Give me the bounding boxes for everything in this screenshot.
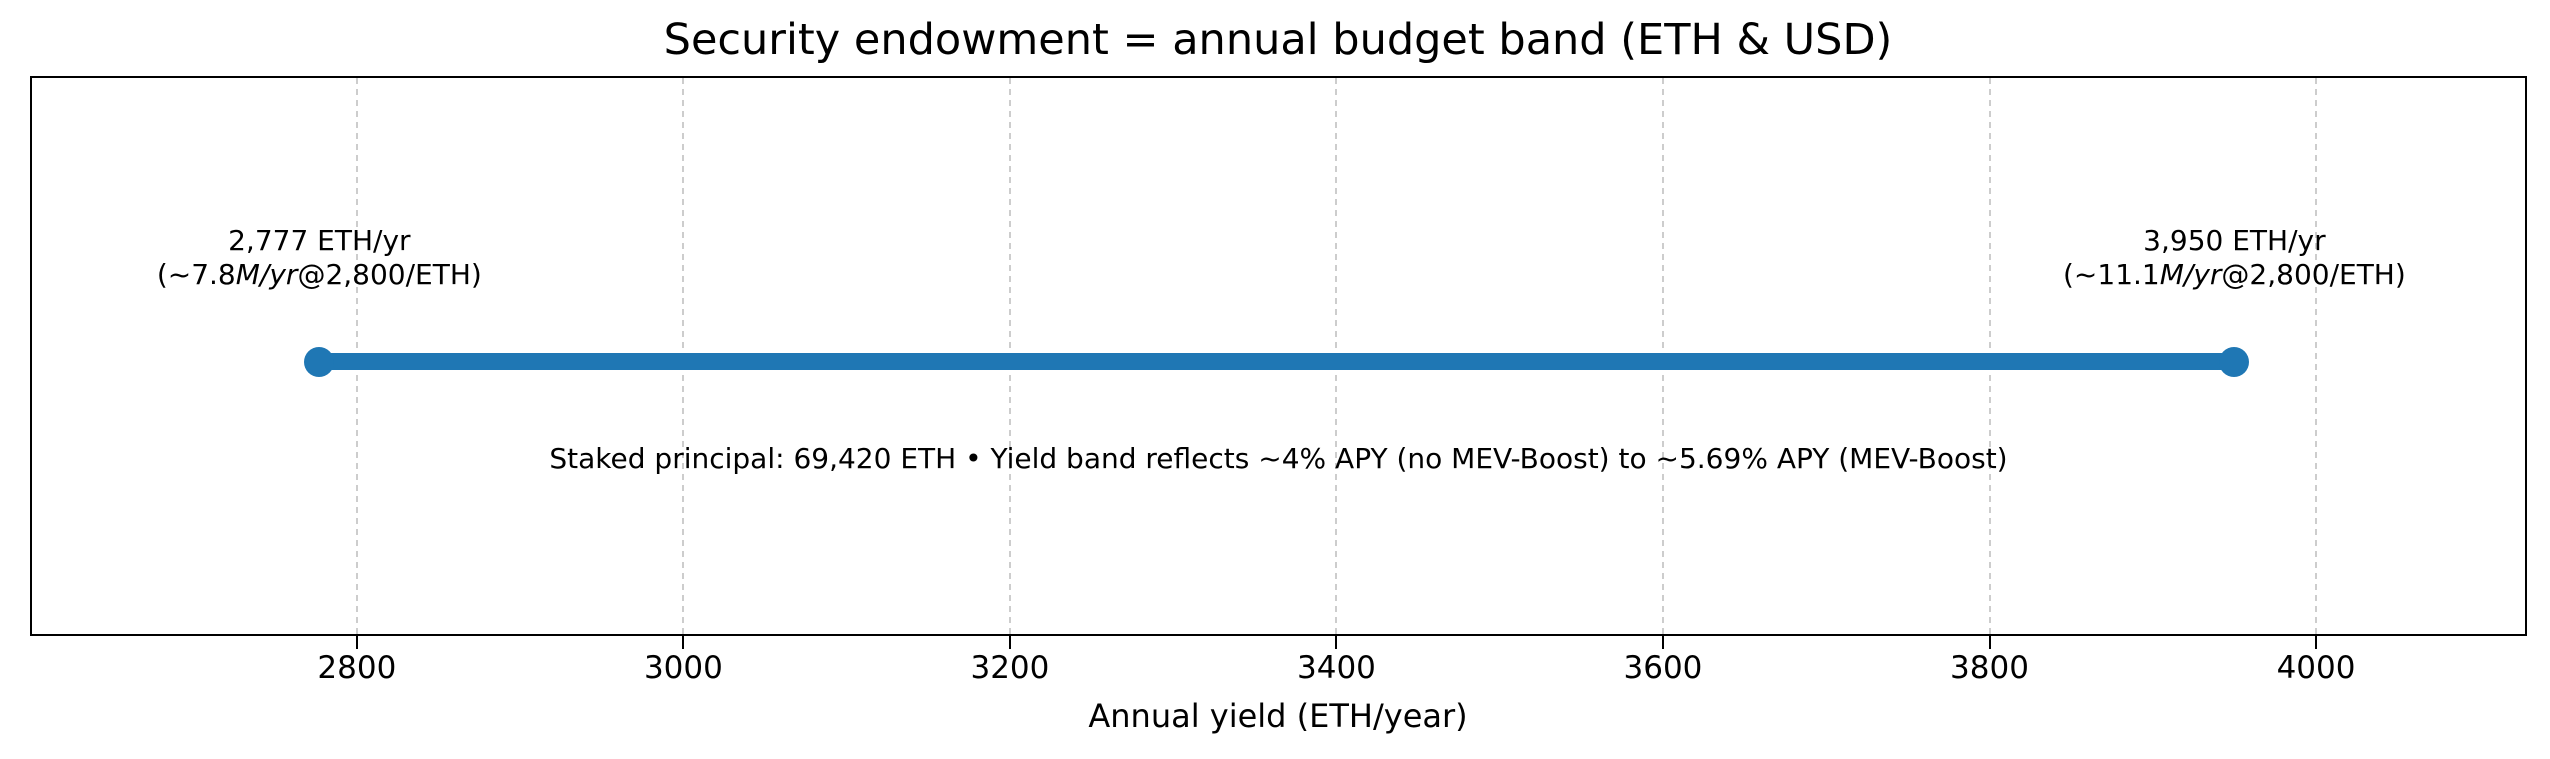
yield-band-line [319,353,2235,370]
annotation-high-usd-value: (~11.1M/yr@2,800/ETH) [2062,258,2406,291]
annotation-low-usd-value: (~7.8M/yr@2,800/ETH) [156,258,482,291]
annotation-low-eth-value: 2,777 ETH/yr [228,224,411,257]
band-end-marker [2219,347,2250,377]
x-tick-label: 3200 [970,650,1050,686]
x-tick-label: 4000 [2276,650,2356,686]
annotation-high-endpoint: 3,950 ETH/yr (~11.1M/yr@2,800/ETH) [2063,224,2406,292]
x-tick-label: 3600 [1623,650,1703,686]
x-tick-label: 3800 [1950,650,2029,686]
gridline [2315,78,2318,634]
chart-title: Security endowment = annual budget band … [663,15,1893,65]
x-tick-label: 2800 [317,650,397,686]
plot-area: 2,777 ETH/yr (~7.8M/yr@2,800/ETH) 3,950 … [30,76,2527,686]
x-tick-mark [1988,636,1991,649]
x-tick-mark [1661,636,1664,649]
x-axis-label: Annual yield (ETH/year) [1088,697,1468,735]
staked-principal-note: Staked principal: 69,420 ETH • Yield ban… [549,442,2008,475]
x-tick-mark [2315,636,2318,649]
x-tick-mark [1008,636,1011,649]
annotation-high-eth-value: 3,950 ETH/yr [2143,224,2326,257]
x-tick-label: 3400 [1297,650,1376,686]
x-tick-mark [682,636,685,649]
x-tick-mark [355,636,358,649]
band-start-marker [304,347,335,377]
x-tick-mark [1335,636,1338,649]
x-tick-label: 3000 [643,650,723,686]
annotation-low-endpoint: 2,777 ETH/yr (~7.8M/yr@2,800/ETH) [157,224,482,292]
